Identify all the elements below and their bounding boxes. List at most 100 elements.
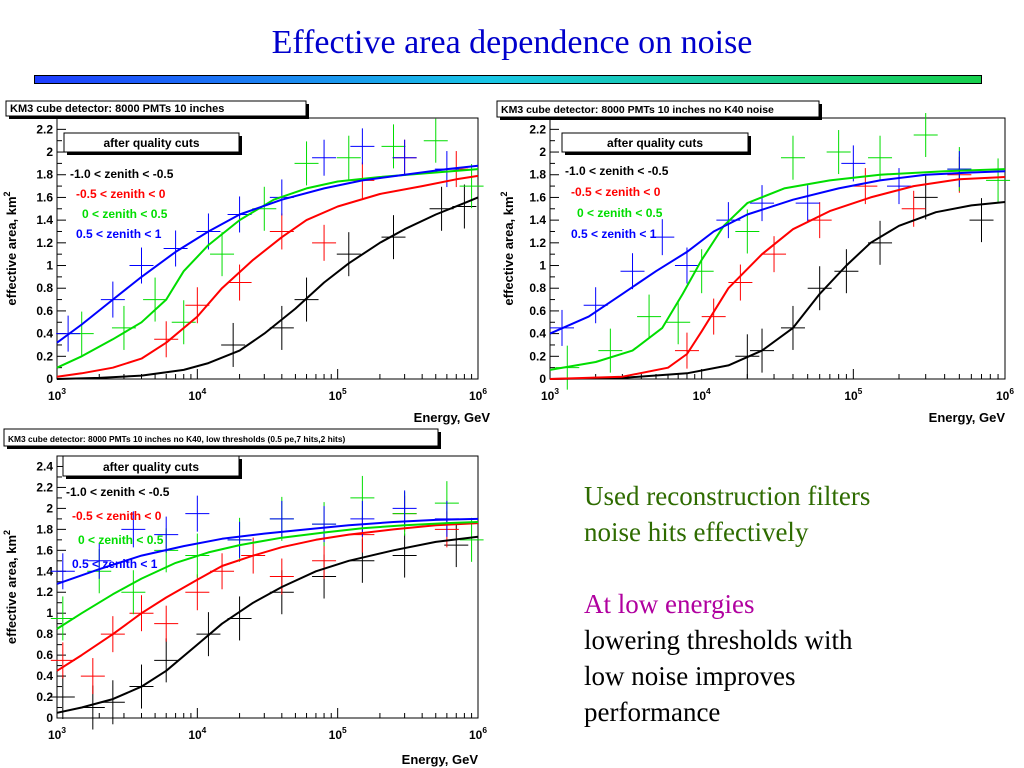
y-tick-label: 0.8 [36,281,53,295]
y-tick-label: 1.4 [36,564,53,578]
chart-title: KM3 cube detector: 8000 PMTs 10 inches n… [501,104,774,116]
y-tick-label: 1 [46,259,53,273]
y-tick-label: 0.6 [529,304,546,318]
y-tick-label: 0 [539,372,546,386]
x-tick-mantissa: 10 [996,389,1010,403]
x-tick-mantissa: 10 [844,389,858,403]
y-tick-label: 0.4 [529,327,546,341]
series-curve [56,164,479,344]
label-box [62,455,240,477]
note-line: noise hits effectively [584,517,809,547]
legend-entry: 0 < zenith < 0.5 [577,206,663,220]
legend-entry: -0.5 < zenith < 0 [72,509,162,523]
title-box [496,100,820,118]
legend-entry: -1.0 < zenith < -0.5 [565,164,669,178]
x-tick-exponent: 3 [554,386,559,396]
y-tick-label: 0 [46,372,53,386]
y-axis-label: effective area, km2 [499,191,516,305]
legend-entry: -1.0 < zenith < -0.5 [70,167,174,181]
y-axis-label-sup: 2 [2,191,12,196]
series-curve [56,168,479,369]
y-tick-label: 2 [539,145,546,159]
x-tick-label: 104 [693,386,711,403]
title-gradient-bar [34,75,982,84]
series-curve [56,535,479,714]
y-axis-label-text: effective area, km [501,196,516,305]
note-highlight: At low energies [584,589,755,619]
x-tick-exponent: 5 [342,386,347,396]
x-tick-label: 105 [844,386,862,403]
y-tick-label: 1.6 [529,190,546,204]
y-tick-label: 0.4 [36,327,53,341]
legend-entry: 0.5 < zenith < 1 [72,557,158,571]
x-tick-exponent: 4 [706,386,711,396]
x-tick-label: 103 [48,725,66,742]
y-tick-label: 1 [46,606,53,620]
y-tick-label: 1.6 [36,190,53,204]
x-tick-mantissa: 10 [48,389,62,403]
title-box [5,100,307,117]
x-tick-mantissa: 10 [329,389,343,403]
note-line: low noise improves [584,661,796,691]
x-tick-label: 106 [469,386,487,403]
x-tick-label: 105 [329,725,347,742]
y-tick-label: 2 [46,145,53,159]
x-axis-label: Energy, GeV [402,752,479,767]
series-curve [56,517,479,585]
x-tick-label: 104 [188,386,206,403]
series-curve [549,170,1006,335]
series-curve [549,176,1006,380]
series-curve [56,174,479,378]
series-curve [56,522,479,672]
legend-entry: 0.5 < zenith < 1 [76,227,162,241]
series-curve [56,521,479,630]
legend-entry: 0 < zenith < 0.5 [82,207,168,221]
y-tick-label: 2.2 [529,122,546,136]
x-tick-label: 106 [469,725,487,742]
legend-entry: 0 < zenith < 0.5 [78,533,164,547]
y-tick-label: 1.8 [36,168,53,182]
x-tick-mantissa: 10 [693,389,707,403]
quality-cuts-label: after quality cuts [103,136,199,150]
x-tick-label: 103 [48,386,66,403]
title-box [3,428,439,447]
x-tick-label: 104 [188,725,206,742]
y-tick-label: 0.8 [529,281,546,295]
note-line: performance [584,697,721,727]
notes-text-block: Used reconstruction filters noise hits e… [584,478,1014,730]
y-axis-label: effective area, km2 [2,530,19,644]
plot-frame [56,455,479,719]
y-tick-label: 1.8 [36,522,53,536]
y-axis-label: effective area, km2 [2,191,19,305]
y-tick-label: 0.4 [36,669,53,683]
x-tick-exponent: 4 [202,386,207,396]
y-tick-label: 1 [539,259,546,273]
y-tick-label: 0.6 [36,648,53,662]
x-tick-exponent: 5 [858,386,863,396]
x-tick-mantissa: 10 [188,389,202,403]
x-tick-exponent: 4 [202,725,207,735]
x-tick-exponent: 5 [342,725,347,735]
legend-entry: -0.5 < zenith < 0 [571,185,661,199]
note-line: Used reconstruction filters [584,481,871,511]
series-curve [549,201,1006,380]
y-tick-label: 0.6 [36,304,53,318]
x-tick-mantissa: 10 [188,728,202,742]
legend-entry: -0.5 < zenith < 0 [76,187,166,201]
y-axis-label-text: effective area, km [4,196,19,305]
x-tick-exponent: 3 [61,725,66,735]
x-tick-mantissa: 10 [48,728,62,742]
legend-entry: -1.0 < zenith < -0.5 [66,485,170,499]
y-tick-label: 1.6 [36,543,53,557]
y-tick-label: 1.2 [36,585,53,599]
label-box [561,132,749,153]
y-tick-label: 2.4 [36,459,53,473]
y-axis-label-sup: 2 [2,530,12,535]
x-tick-mantissa: 10 [329,728,343,742]
x-axis-label: Energy, GeV [414,410,491,425]
y-tick-label: 0 [46,711,53,725]
y-tick-label: 0.2 [36,349,53,363]
y-tick-label: 0.2 [36,690,53,704]
